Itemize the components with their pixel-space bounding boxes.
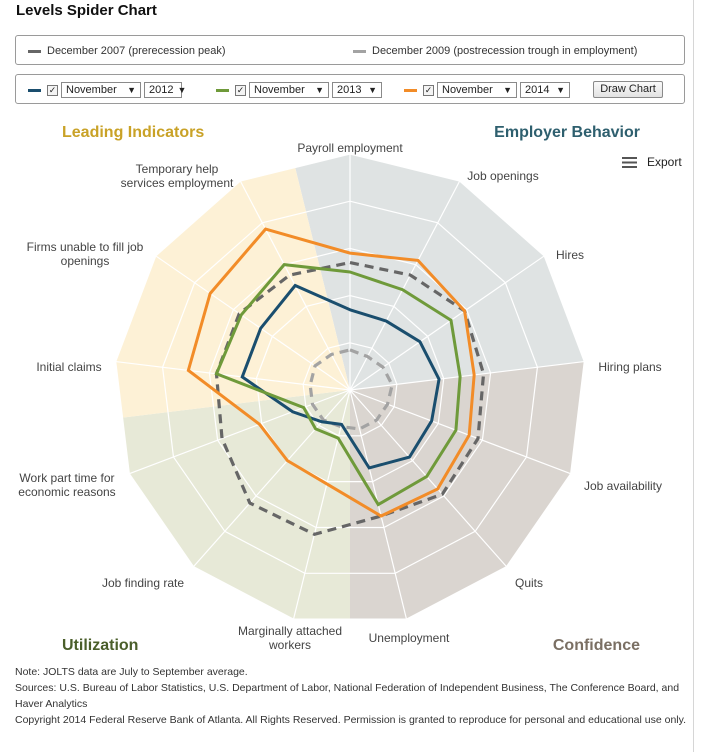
legend-label-2007: December 2007 (prerecession peak): [47, 45, 226, 57]
right-divider: [693, 0, 694, 752]
export-label: Export: [647, 155, 682, 169]
axis-label: Initial claims: [36, 360, 101, 374]
axis-label-line: services employment: [121, 176, 234, 190]
export-button[interactable]: Export: [622, 155, 682, 169]
axis-label-line: openings: [61, 254, 110, 268]
series-swatch-1: [28, 88, 41, 92]
series-nov-2014: [186, 227, 476, 518]
quadrant-label-employer-behavior: Employer Behavior: [494, 124, 640, 141]
year-value-3: 2014: [525, 84, 550, 96]
grid-spoke: [155, 255, 351, 391]
series-nov-2012: [240, 283, 441, 470]
chevron-down-icon: ▼: [315, 85, 324, 95]
month-select-2[interactable]: November ▼: [249, 82, 329, 98]
series-nov-2013: [214, 263, 462, 507]
month-value-2: November: [254, 84, 305, 96]
legend-item-2007[interactable]: December 2007 (prerecession peak): [28, 45, 226, 57]
grid-ring: [255, 294, 445, 483]
chart-title: Levels Spider Chart: [16, 2, 157, 19]
grid-ring: [208, 247, 492, 529]
axis-label: Payroll employment: [297, 141, 403, 155]
sector-leading-indicators: [115, 167, 350, 418]
series-control-1: ✓ November ▼ 2012 ▼: [28, 81, 186, 99]
chevron-down-icon: ▼: [368, 85, 377, 95]
menu-icon: [622, 156, 637, 168]
axis-label: Job finding rate: [102, 576, 184, 590]
year-select-2[interactable]: 2013 ▼: [332, 82, 382, 98]
note-sources: Sources: U.S. Bureau of Labor Statistics…: [15, 682, 680, 710]
month-value-3: November: [442, 84, 493, 96]
chevron-down-icon: ▼: [556, 85, 565, 95]
chevron-down-icon: ▼: [127, 85, 136, 95]
axis-label: Hires: [556, 248, 584, 262]
grid-ring: [115, 153, 585, 620]
year-select-1[interactable]: 2012 ▼: [144, 82, 186, 98]
spider-chart: Payroll employment Job openings Hires Hirin…: [18, 124, 662, 654]
month-select-1[interactable]: November ▼: [61, 82, 141, 98]
year-value-2: 2013: [337, 84, 362, 96]
grid-ring: [161, 200, 539, 574]
note-copyright: Copyright 2014 Federal Reserve Bank of A…: [15, 714, 687, 726]
series-dec-2009: [308, 348, 394, 431]
series-checkbox-1[interactable]: ✓: [47, 84, 58, 96]
quadrant-label-confidence: Confidence: [553, 637, 640, 654]
year-select-3[interactable]: 2014 ▼: [520, 82, 570, 98]
series-controls: ✓ November ▼ 2012 ▼ ✓ November ▼ 2013 ▼ ✓ No…: [15, 74, 685, 104]
month-value-1: November: [66, 84, 117, 96]
sector-confidence: [350, 361, 585, 620]
axis-label-line: Firms unable to fill job: [27, 240, 144, 254]
axis-label: Marginally attached workers: [238, 624, 342, 652]
axis-label-line: Marginally attached: [238, 624, 342, 638]
series-checkbox-2[interactable]: ✓: [235, 84, 246, 96]
sector-employer-behavior: [295, 154, 585, 390]
axis-label-line: workers: [268, 638, 311, 652]
series-swatch-2: [216, 88, 229, 92]
grid-spoke: [349, 360, 585, 391]
legend-swatch-2007: [28, 49, 41, 53]
grid-spoke: [115, 360, 351, 391]
legend-label-2009: December 2009 (postrecession trough in e…: [372, 45, 638, 57]
axis-label-line: economic reasons: [18, 485, 115, 499]
grid-spoke: [292, 389, 351, 620]
axis-label: Quits: [515, 576, 543, 590]
quadrant-label-leading-indicators: Leading Indicators: [62, 124, 204, 141]
axis-label: Job openings: [467, 169, 538, 183]
legend-box: December 2007 (prerecession peak) Decemb…: [15, 35, 685, 65]
axis-label-line: Work part time for: [19, 471, 114, 485]
axis-label: Firms unable to fill job openings: [27, 240, 144, 268]
series-control-2: ✓ November ▼ 2013 ▼: [216, 81, 385, 99]
chevron-down-icon: ▼: [503, 85, 512, 95]
series-checkbox-3[interactable]: ✓: [423, 84, 434, 96]
series-swatch-3: [404, 88, 417, 92]
year-value-1: 2012: [149, 84, 174, 96]
chevron-down-icon: ▼: [177, 85, 187, 95]
axis-label: Work part time for economic reasons: [18, 471, 115, 499]
axis-label: Hiring plans: [598, 360, 661, 374]
month-select-3[interactable]: November ▼: [437, 82, 517, 98]
axis-label: Job availability: [584, 479, 662, 493]
footnotes: Note: JOLTS data are July to September a…: [15, 664, 695, 728]
axis-label-line: Temporary help: [136, 162, 219, 176]
axis-label: Temporary help services employment: [121, 162, 234, 190]
note-jolts: Note: JOLTS data are July to September a…: [15, 666, 248, 678]
legend-item-2009[interactable]: December 2009 (postrecession trough in e…: [353, 45, 637, 57]
series-control-3: ✓ November ▼ 2014 ▼: [404, 81, 573, 99]
quadrant-label-utilization: Utilization: [62, 637, 138, 654]
sector-utilization: [122, 390, 350, 620]
series-dec-2007: [214, 260, 486, 537]
legend-swatch-2009: [353, 49, 366, 53]
axis-label: Unemployment: [369, 631, 450, 645]
draw-chart-button[interactable]: Draw Chart: [593, 81, 663, 98]
